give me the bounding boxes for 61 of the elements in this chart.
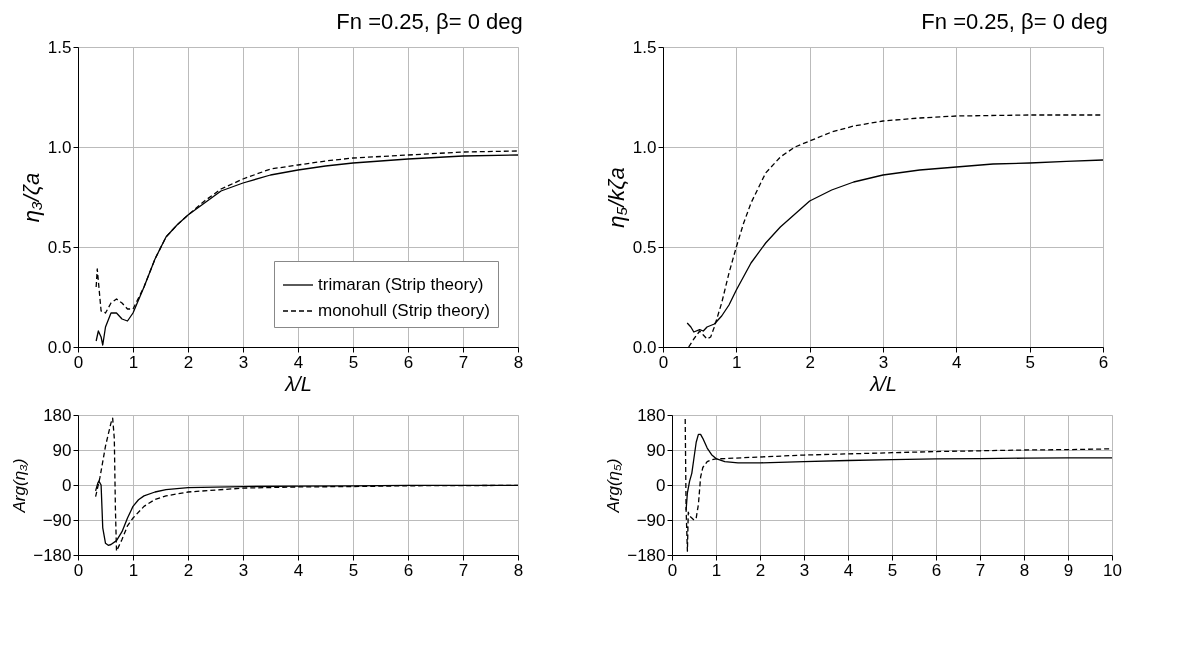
x-tick-label: 1 (732, 352, 742, 372)
legend-label: monohull (Strip theory) (318, 301, 490, 320)
x-tick-label: 9 (1063, 560, 1074, 580)
y-tick-label: 1.5 (632, 37, 657, 57)
y-tick-label: 0.5 (47, 237, 72, 257)
x-tick-label: 8 (513, 560, 524, 580)
y-tick-label: 0.0 (47, 337, 72, 357)
x-tick-label: 7 (975, 560, 986, 580)
x-tick-label: 2 (805, 352, 815, 372)
x-tick-label: 3 (238, 352, 249, 372)
x-tick-label: 3 (878, 352, 889, 372)
x-tick-label: 4 (293, 352, 304, 372)
y-tick-label: 180 (637, 405, 666, 425)
y-tick-label: 0 (62, 475, 72, 495)
x-tick-label: 3 (799, 560, 810, 580)
x-tick-label: 2 (755, 560, 766, 580)
x-tick-label: 10 (1103, 560, 1122, 580)
y-tick-label: 1.0 (632, 137, 657, 157)
x-tick-label: 5 (348, 560, 359, 580)
x-tick-label: 4 (293, 560, 304, 580)
y-tick-label: 0.5 (632, 237, 657, 257)
y-tick-label: 180 (43, 405, 72, 425)
y-axis-title: η₅/kζa (603, 167, 629, 228)
x-tick-label: 3 (238, 560, 249, 580)
y-axis-title: Arg(η₃) (10, 458, 30, 514)
y-tick-label: 90 (646, 440, 666, 460)
x-tick-label: 1 (128, 560, 139, 580)
y-tick-label: −90 (636, 510, 666, 530)
legend-label: trimaran (Strip theory) (318, 275, 484, 294)
y-tick-label: −90 (42, 510, 72, 530)
x-tick-label: 6 (1098, 352, 1109, 372)
x-tick-label: 6 (403, 560, 414, 580)
x-tick-label: 6 (931, 560, 942, 580)
y-axis-title: Arg(η₅) (604, 458, 624, 514)
x-tick-label: 1 (128, 352, 139, 372)
y-tick-label: 1.0 (47, 137, 72, 157)
x-tick-label: 5 (348, 352, 359, 372)
y-axis-title: η₃/ζa (18, 172, 44, 223)
x-tick-label: 1 (711, 560, 722, 580)
chart-title: Fn =0.25, β= 0 deg (921, 9, 1108, 34)
chart-title: Fn =0.25, β= 0 deg (336, 9, 523, 34)
y-tick-label: 0.0 (632, 337, 657, 357)
x-tick-label: 5 (887, 560, 898, 580)
y-tick-label: 0 (656, 475, 666, 495)
line-series (684, 418, 1112, 552)
x-tick-label: 7 (458, 560, 469, 580)
x-axis-title: λ/L (869, 372, 897, 395)
x-tick-label: 2 (183, 560, 194, 580)
x-tick-label: 7 (458, 352, 469, 372)
y-tick-label: −180 (33, 545, 72, 565)
x-tick-label: 4 (843, 560, 854, 580)
x-tick-label: 2 (183, 352, 194, 372)
y-tick-label: −180 (627, 545, 666, 565)
x-tick-label: 8 (513, 352, 524, 372)
y-tick-label: 1.5 (47, 37, 72, 57)
x-tick-label: 4 (952, 352, 962, 372)
x-tick-label: 6 (403, 352, 414, 372)
x-tick-label: 8 (1019, 560, 1030, 580)
x-tick-label: 5 (1025, 352, 1035, 372)
x-axis-title: λ/L (284, 372, 312, 395)
y-tick-label: 90 (52, 440, 72, 460)
